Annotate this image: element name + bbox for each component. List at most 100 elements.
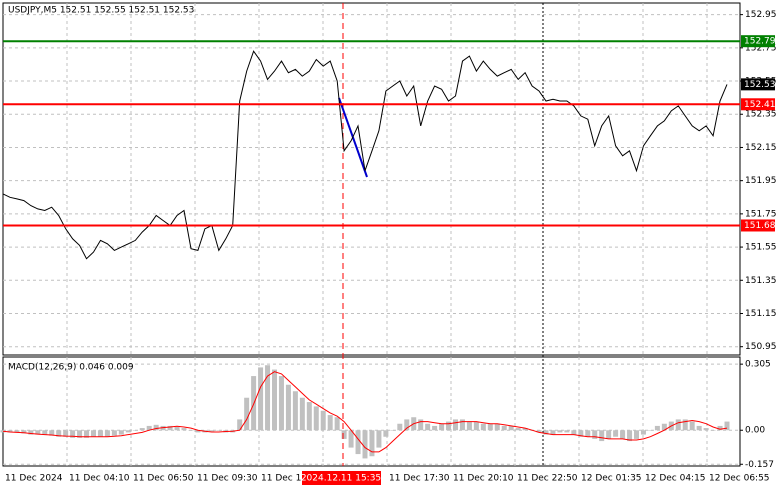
signal-line	[2, 371, 728, 453]
y-tick-label: 152.35	[745, 110, 777, 120]
macd-bar	[480, 423, 486, 431]
macd-bar	[84, 430, 90, 438]
y-tick-label: 0.00	[745, 426, 765, 436]
macd-bar	[209, 430, 215, 432]
x-tick-label: 11 Dec 04:10	[69, 474, 130, 484]
macd-bar	[390, 430, 396, 431]
macd-bar	[146, 425, 152, 431]
macd-bar	[640, 430, 646, 435]
price-line	[2, 50, 728, 260]
level-label: 152.41	[744, 100, 776, 110]
macd-bar	[599, 430, 605, 442]
macd-bar	[104, 430, 110, 437]
level-label-box	[741, 35, 775, 48]
macd-bar	[35, 430, 41, 435]
y-tick-label: 152.75	[745, 43, 777, 53]
macd-bar	[432, 425, 438, 431]
macd-bar	[404, 419, 410, 431]
last-price-label: 152.53	[744, 80, 776, 90]
macd-bar	[77, 430, 83, 438]
macd-bar	[56, 430, 62, 437]
macd-bar	[696, 425, 702, 431]
macd-bar	[606, 430, 612, 439]
macd-bar	[473, 421, 479, 431]
macd-bar	[522, 428, 528, 431]
macd-bar	[111, 430, 117, 436]
macd-bar	[661, 423, 667, 431]
macd-bar	[675, 419, 681, 431]
macd-bar	[397, 423, 403, 431]
x-tick-label: 11 Dec 22:50	[517, 474, 578, 484]
macd-bar	[418, 419, 424, 431]
x-tick-label: 11 Dec 06:50	[133, 474, 194, 484]
macd-bar	[334, 417, 340, 431]
macd-bar	[320, 410, 326, 431]
price-frame	[2, 2, 741, 356]
x-tick-label: 12 Dec 01:35	[581, 474, 642, 484]
y-tick-label: 152.95	[745, 10, 777, 20]
macd-bar	[167, 425, 173, 431]
macd-bar	[14, 430, 20, 433]
macd-bar	[592, 430, 598, 439]
macd-bar	[689, 421, 695, 431]
macd-title: MACD(12,26,9) 0.046 0.009	[8, 363, 134, 373]
macd-bar	[174, 426, 180, 431]
macd-bar	[466, 421, 472, 431]
macd-bar	[439, 423, 445, 431]
macd-bar	[459, 419, 465, 431]
macd-bar	[710, 430, 716, 431]
macd-bar	[571, 430, 577, 435]
y-tick-label: 151.95	[745, 176, 777, 186]
macd-bar	[487, 423, 493, 431]
macd-bar	[237, 419, 243, 431]
macd-bar	[543, 430, 549, 435]
macd-bar	[446, 421, 452, 431]
macd-bar	[682, 419, 688, 431]
macd-bar	[355, 430, 361, 455]
macd-bar	[7, 430, 13, 433]
macd-bar	[21, 430, 27, 434]
macd-bar	[181, 428, 187, 431]
y-tick-label: 152.15	[745, 143, 777, 153]
macd-bar	[341, 430, 347, 439]
macd-bar	[258, 367, 264, 431]
y-tick-label: -0.157	[745, 460, 774, 470]
x-tick-label: 11 Dec 12	[261, 474, 307, 484]
y-tick-label: 150.95	[745, 342, 777, 352]
level-label: 151.68	[744, 221, 776, 231]
macd-bar	[285, 384, 291, 431]
macd-bar	[139, 428, 145, 431]
macd-bar	[620, 430, 626, 439]
macd-bar	[97, 430, 103, 437]
macd-bar	[501, 425, 507, 431]
macd-bar	[299, 397, 305, 431]
macd-bar	[153, 424, 159, 431]
macd-bar	[724, 421, 730, 431]
macd-bar	[313, 406, 319, 431]
x-tick-label: 11 Dec 09:30	[197, 474, 258, 484]
macd-bar	[369, 430, 375, 457]
macd-bar	[292, 391, 298, 431]
x-tick-label: 12 Dec 04:15	[645, 474, 706, 484]
macd-bar	[216, 430, 222, 431]
y-tick-label: 0.305	[745, 360, 771, 370]
macd-bar	[717, 425, 723, 431]
last-price-box	[741, 78, 775, 91]
macd-bar	[348, 430, 354, 448]
macd-bar	[125, 430, 131, 433]
y-tick-label: 151.35	[745, 276, 777, 286]
macd-bar	[244, 397, 250, 431]
macd-bar	[28, 430, 34, 435]
macd-bar	[306, 402, 312, 431]
macd-bar	[63, 430, 69, 437]
macd-bar	[627, 430, 633, 442]
macd-bar	[634, 430, 639, 439]
x-tick-label: 11 Dec 20:10	[453, 474, 514, 484]
macd-bar	[272, 369, 277, 431]
macd-bar	[49, 430, 55, 436]
level-label-box	[741, 219, 775, 232]
x-tick-label: 11 Dec 2024	[5, 474, 63, 484]
macd-bar	[578, 430, 584, 437]
macd-bar	[515, 428, 521, 431]
